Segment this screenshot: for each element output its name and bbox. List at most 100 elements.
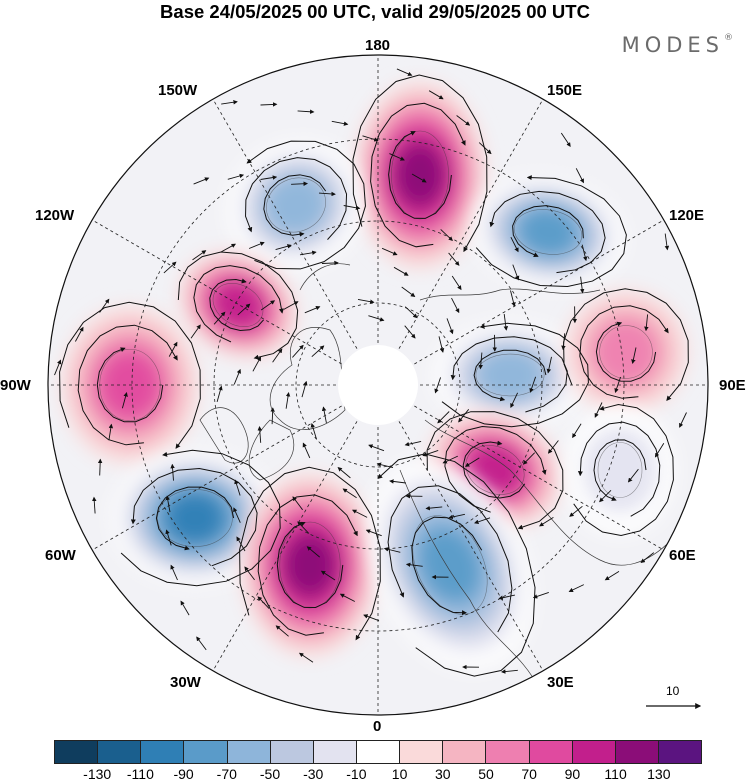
wind-arrow [297, 109, 315, 114]
streamline [512, 205, 584, 257]
wind-arrow [532, 591, 549, 599]
wind-arrow [572, 423, 582, 439]
streamline [579, 305, 669, 399]
wind-arrow [568, 584, 584, 592]
wind-arrow [299, 250, 317, 256]
colorbar-swatch [443, 741, 487, 763]
colorbar-swatch [658, 741, 702, 763]
wind-arrow [216, 385, 223, 403]
wind-arrow [510, 392, 519, 409]
wind-arrow [357, 298, 375, 304]
wind-arrow [654, 443, 665, 458]
wind-arrow [321, 406, 327, 423]
wind-arrow [260, 102, 278, 107]
wind-arrow [405, 562, 423, 567]
wind-arrow [121, 392, 128, 409]
meridian-line [212, 99, 379, 386]
streamline [245, 157, 348, 240]
colorbar-swatch [529, 741, 573, 763]
wind-arrow [393, 266, 409, 276]
wind-arrow [425, 505, 443, 511]
wind-arrow [440, 229, 453, 242]
wind-arrow [396, 68, 413, 76]
wind-arrow [165, 529, 172, 546]
wind-arrow [679, 412, 687, 428]
wind-arrow [244, 566, 255, 581]
wind-arrow [581, 244, 588, 262]
streamline [246, 140, 366, 270]
wind-arrow [97, 458, 103, 476]
coastline [419, 288, 601, 301]
wind-streamlines [54, 68, 689, 677]
streamline [473, 349, 547, 402]
anomaly-east-siberia-positive [354, 81, 486, 269]
colorbar-swatch [98, 741, 142, 763]
wind-arrow [302, 442, 311, 459]
streamline [130, 467, 258, 567]
wind-arrow [275, 625, 289, 637]
colorbar-swatch [356, 741, 401, 763]
colorbar-tick-label: -70 [216, 766, 237, 782]
colorbar-tick-label: 70 [521, 766, 537, 782]
wind-arrow [351, 509, 368, 518]
colorbar-swatch [270, 741, 314, 763]
streamline [120, 449, 281, 587]
lon-label-180: 180 [365, 37, 391, 54]
streamline [489, 190, 606, 274]
wind-arrow [640, 552, 655, 564]
wind-arrow [213, 311, 226, 325]
meridian-line [377, 99, 544, 386]
wind-arrow [501, 669, 518, 674]
colorbar-tick-label: 30 [435, 766, 451, 782]
polar-cap [338, 345, 418, 425]
wind-arrow [458, 409, 470, 423]
meridian-line [212, 384, 379, 671]
colorbar-tick-label: 50 [478, 766, 494, 782]
streamline [577, 421, 661, 517]
wind-arrow [297, 521, 310, 534]
colorbar-swatch [55, 741, 99, 763]
meridian-line [377, 384, 544, 671]
wind-arrow [310, 422, 317, 440]
wind-arrow [539, 517, 554, 527]
lon-label-0: 0 [373, 718, 382, 735]
wind-arrow [270, 407, 275, 425]
wind-arrow [285, 392, 291, 409]
wind-arrow [560, 132, 571, 148]
meridian-line [92, 219, 379, 386]
latitude-circle [295, 302, 461, 468]
anomaly-mongolia-positive [564, 290, 688, 414]
wind-arrow [311, 345, 325, 358]
lon-label-120w: 120W [35, 207, 75, 224]
colorbar-swatch [400, 741, 444, 763]
lon-label-60w: 60W [45, 547, 76, 564]
colorbar [54, 740, 702, 764]
map-border [47, 54, 709, 716]
anomaly-contour [465, 445, 525, 495]
wind-arrow [192, 250, 207, 261]
wind-arrow [510, 290, 516, 307]
wind-arrow [448, 252, 460, 266]
streamline [593, 439, 647, 501]
wind-arrow [389, 479, 406, 484]
wind-arrow [401, 286, 416, 298]
streamline [370, 102, 466, 248]
wind-arrow [464, 457, 480, 467]
wind-arrow [604, 571, 620, 581]
streamline [257, 494, 358, 636]
wind-arrow [404, 325, 416, 339]
wind-arrow [342, 488, 357, 499]
anomaly-contour [157, 489, 233, 547]
wind-arrow [108, 423, 114, 441]
colorbar-swatch [615, 741, 659, 763]
wind-arrow [389, 153, 405, 161]
colorbar-tick-label: -130 [83, 766, 112, 782]
wind-arrow [163, 261, 177, 274]
lon-label-150w: 150W [158, 82, 198, 99]
wind-arrow [236, 536, 246, 552]
lon-label-90e: 90E [719, 377, 746, 394]
wind-arrow [193, 177, 210, 185]
wind-arrow [437, 411, 450, 424]
coastline [399, 469, 541, 691]
